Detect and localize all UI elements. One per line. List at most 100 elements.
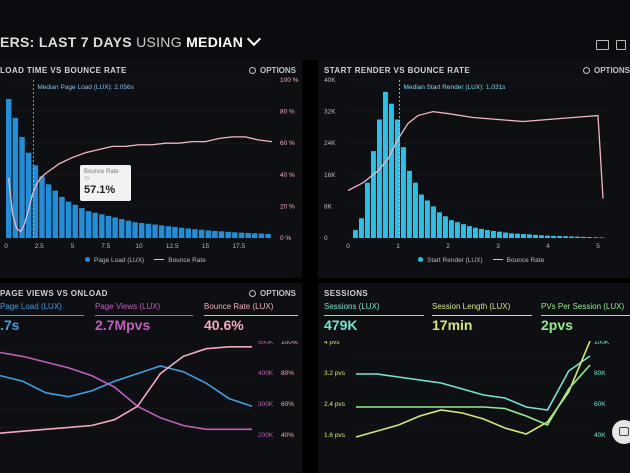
chart-bar bbox=[238, 232, 245, 238]
pageviews-chart: 500K 400K 300K 200K 100% 80% 60% 40% bbox=[0, 341, 298, 439]
metric-label: Page Load (LUX) bbox=[0, 302, 62, 311]
panel-title: LOAD TIME VS BOUNCE RATE bbox=[0, 66, 127, 75]
legend-bar-swatch bbox=[418, 257, 423, 262]
metric-value: 2pvs bbox=[541, 317, 573, 333]
x-tick-label: 15 bbox=[202, 243, 210, 250]
x-tick-label: 17.5 bbox=[232, 243, 245, 250]
chart-bar bbox=[232, 232, 238, 238]
series-line bbox=[0, 351, 252, 431]
chart-bar bbox=[225, 231, 231, 238]
chevron-down-icon[interactable] bbox=[247, 31, 262, 47]
chart-bar bbox=[521, 234, 526, 238]
title-aggregate: MEDIAN bbox=[186, 34, 244, 50]
chart-bar bbox=[145, 223, 152, 238]
chart-legend: Start Render (LUX) Bounce Rate bbox=[418, 257, 544, 264]
chart-bar bbox=[563, 236, 568, 238]
chart-bar bbox=[165, 226, 172, 238]
metric-label: Page Views (LUX) bbox=[95, 302, 161, 311]
chart-bar bbox=[455, 222, 460, 238]
x-tick-label: 5 bbox=[596, 243, 600, 250]
chart-bar bbox=[419, 194, 424, 238]
chart-bar bbox=[185, 228, 192, 238]
chart-bar bbox=[359, 218, 364, 238]
tooltip-sub: 7s bbox=[84, 176, 90, 182]
legend-bar-label: Page Load (LUX) bbox=[94, 257, 145, 264]
metric-value: .7s bbox=[0, 317, 20, 333]
chart-bar bbox=[32, 165, 39, 238]
fullscreen-icon[interactable] bbox=[616, 40, 626, 50]
chart-bar bbox=[139, 222, 145, 238]
y-tick-label: 60K bbox=[594, 401, 606, 408]
chart-bar bbox=[178, 227, 185, 238]
monitor-icon[interactable] bbox=[596, 40, 609, 50]
options-label: OPTIONS bbox=[594, 66, 630, 75]
y-tick-label: 3.2 pvs bbox=[324, 370, 346, 377]
metric-label: Sessions (LUX) bbox=[324, 302, 380, 311]
chart-bar bbox=[371, 151, 376, 238]
y-tick-label: 80% bbox=[281, 370, 294, 377]
chart-bar bbox=[152, 224, 158, 238]
chart-bar bbox=[437, 212, 442, 238]
x-tick-label: 3 bbox=[496, 243, 500, 250]
metric-value: 2.7Mpvs bbox=[95, 317, 151, 333]
chart-legend: Page Load (LUX) Bounce Rate bbox=[85, 257, 206, 264]
panel-render-vs-bounce: START RENDER VS BOUNCE RATE OPTIONS Medi… bbox=[318, 60, 630, 278]
metric-label: Bounce Rate (LUX) bbox=[204, 302, 274, 311]
panel-title: SESSIONS bbox=[324, 289, 369, 298]
y-tick-label: 100 % bbox=[280, 77, 299, 84]
panel-title: PAGE VIEWS VS ONLOAD bbox=[0, 289, 108, 298]
chart-bar bbox=[365, 182, 370, 238]
options-button[interactable]: OPTIONS bbox=[249, 289, 296, 298]
load-time-chart: Median Page Load (LUX): 2.056s 0 2.5 5 7.5 10… bbox=[4, 77, 299, 250]
chart-bar bbox=[449, 220, 454, 238]
chart-bar bbox=[485, 230, 490, 238]
chart-bar bbox=[92, 212, 98, 238]
y-tick-label: 32K bbox=[324, 109, 336, 116]
x-tick-label: 0 bbox=[346, 243, 350, 250]
chart-bar bbox=[509, 233, 514, 238]
panel-title: START RENDER VS BOUNCE RATE bbox=[324, 66, 471, 75]
chart-bar bbox=[245, 232, 251, 238]
chart-bar bbox=[599, 237, 604, 238]
gear-icon bbox=[583, 67, 590, 74]
options-button[interactable]: OPTIONS bbox=[583, 66, 630, 75]
y-tick-label: 40 % bbox=[280, 172, 295, 179]
metric-underline bbox=[432, 315, 532, 316]
chart-bar bbox=[557, 236, 562, 238]
panel-load-vs-bounce: LOAD TIME VS BOUNCE RATE OPTIONS Median … bbox=[0, 60, 302, 278]
metric-label: PVs Per Session (LUX) bbox=[541, 302, 625, 311]
chart-bar bbox=[105, 215, 112, 238]
y-tick-label: 100K bbox=[594, 341, 610, 346]
legend-line-label: Bounce Rate bbox=[506, 257, 545, 264]
chart-bar bbox=[431, 206, 436, 238]
title-using: USING bbox=[131, 34, 187, 50]
y-tick-label: 300K bbox=[258, 401, 274, 408]
chart-bar bbox=[593, 237, 598, 238]
bounce-rate-line bbox=[347, 110, 604, 199]
chart-bar bbox=[401, 147, 406, 238]
y-tick-label: 60 % bbox=[280, 140, 295, 147]
series-line bbox=[355, 341, 591, 438]
panel-pageviews-vs-onload: PAGE VIEWS VS ONLOAD OPTIONS Page Load (… bbox=[0, 283, 302, 473]
options-button[interactable]: OPTIONS bbox=[249, 66, 296, 75]
chart-bar bbox=[497, 231, 502, 238]
x-tick-label: 2 bbox=[446, 243, 450, 250]
legend-line-swatch bbox=[154, 258, 165, 260]
y-tick-label: 40K bbox=[324, 77, 336, 84]
chart-bar bbox=[539, 235, 544, 238]
y-tick-label: 60% bbox=[281, 401, 294, 408]
chart-bar bbox=[158, 225, 165, 238]
y-tick-label: 2.4 pvs bbox=[324, 401, 346, 408]
chart-bar bbox=[389, 103, 394, 238]
chat-button[interactable] bbox=[612, 420, 630, 444]
chart-bar bbox=[383, 91, 388, 238]
series-line bbox=[0, 365, 253, 408]
chart-bar bbox=[395, 119, 400, 238]
chart-bar bbox=[503, 232, 508, 238]
legend-bar-swatch bbox=[85, 257, 90, 262]
chart-bar bbox=[172, 226, 178, 238]
chart-bar bbox=[515, 233, 520, 238]
y-tick-label: 100% bbox=[281, 341, 298, 346]
chart-bar bbox=[72, 204, 78, 238]
dashboard-title[interactable]: ERS: LAST 7 DAYS USING MEDIAN bbox=[0, 31, 262, 50]
